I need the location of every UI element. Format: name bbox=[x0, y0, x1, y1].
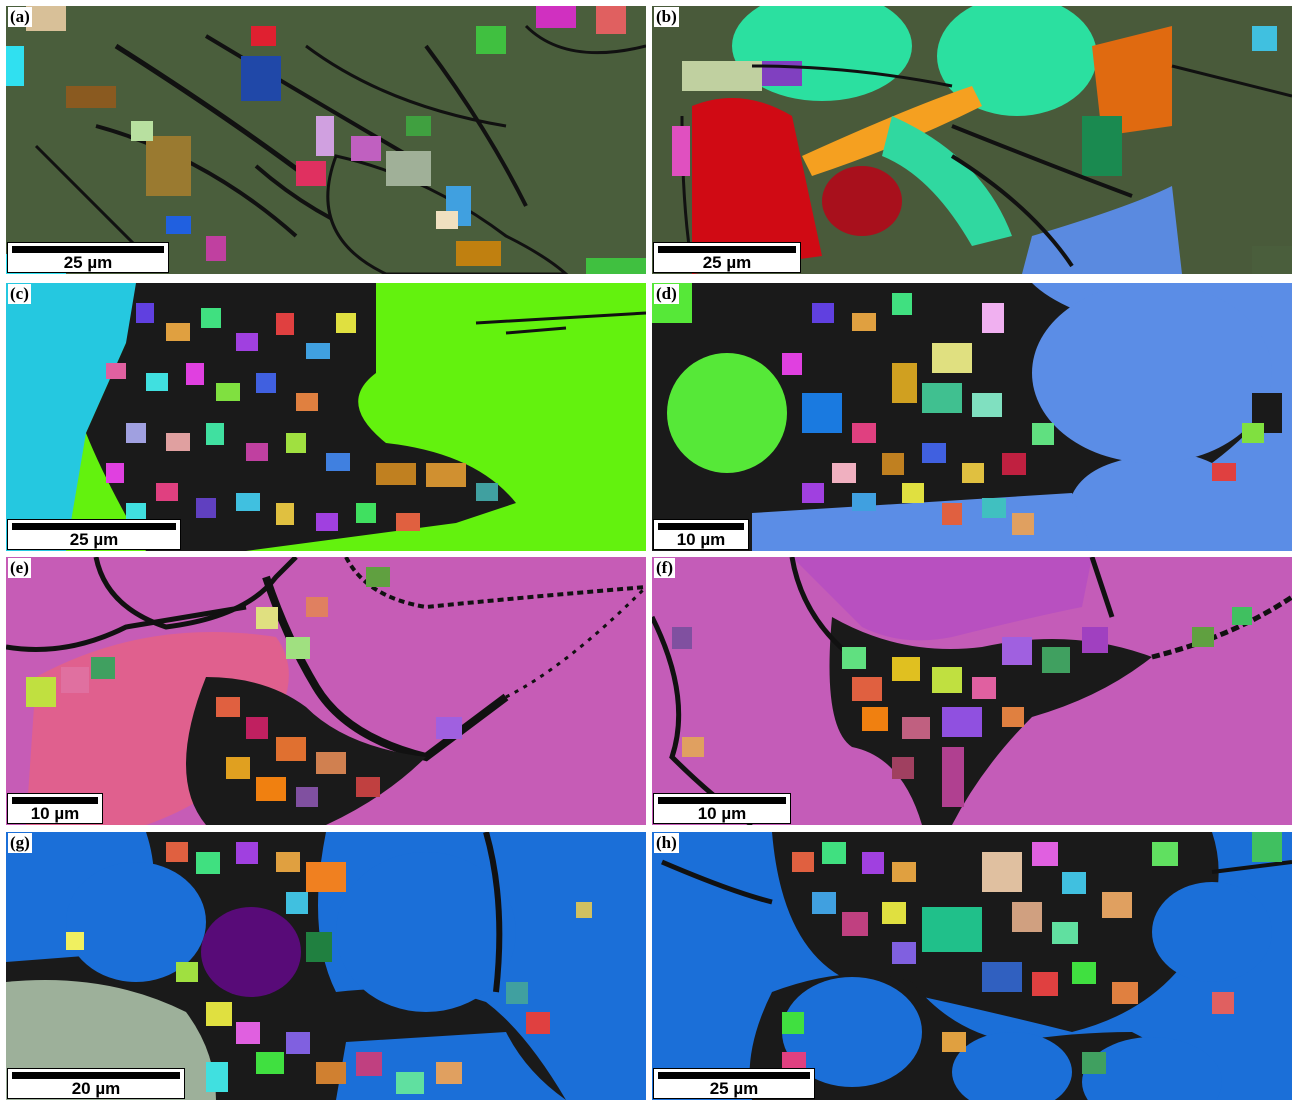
scale-bar-line bbox=[12, 797, 98, 804]
ebsd-map-h bbox=[652, 832, 1292, 1100]
scale-bar-line bbox=[12, 1072, 180, 1079]
scale-bar-line bbox=[12, 523, 176, 530]
panel-label: (d) bbox=[654, 284, 679, 304]
panel-h: (h) 25 µm bbox=[652, 832, 1292, 1100]
scale-bar-line bbox=[12, 246, 164, 253]
panel-e: (e) 10 µm bbox=[6, 557, 646, 825]
scale-bar-label: 25 µm bbox=[702, 253, 752, 272]
scale-bar-line bbox=[658, 1072, 810, 1079]
scale-bar-label: 20 µm bbox=[71, 1079, 121, 1098]
panel-label: (a) bbox=[8, 7, 32, 27]
panel-g: (g) 20 µm bbox=[6, 832, 646, 1100]
panel-d: (d) 10 µm bbox=[652, 283, 1292, 551]
ebsd-map-g bbox=[6, 832, 646, 1100]
ebsd-map-d bbox=[652, 283, 1292, 551]
scale-bar: 25 µm bbox=[653, 1068, 815, 1099]
scale-bar-label: 10 µm bbox=[30, 804, 80, 823]
scale-bar-label: 10 µm bbox=[676, 530, 726, 549]
scale-bar: 20 µm bbox=[7, 1068, 185, 1099]
panel-b: (b) 25 µm bbox=[652, 6, 1292, 274]
scale-bar-line bbox=[658, 246, 796, 253]
scale-bar: 10 µm bbox=[7, 793, 103, 824]
panel-label: (h) bbox=[654, 833, 679, 853]
panel-c: (c) 25 µm bbox=[6, 283, 646, 551]
ebsd-map-f bbox=[652, 557, 1292, 825]
panel-label: (e) bbox=[8, 558, 31, 578]
ebsd-map-a bbox=[6, 6, 646, 274]
ebsd-map-c bbox=[6, 283, 646, 551]
panel-label: (b) bbox=[654, 7, 679, 27]
scale-bar-label: 25 µm bbox=[709, 1079, 759, 1098]
scale-bar: 25 µm bbox=[653, 242, 801, 273]
panel-label: (g) bbox=[8, 833, 32, 853]
panel-label: (f) bbox=[654, 558, 675, 578]
scale-bar-label: 25 µm bbox=[69, 530, 119, 549]
scale-bar: 25 µm bbox=[7, 519, 181, 550]
scale-bar-line bbox=[658, 797, 786, 804]
ebsd-map-b bbox=[652, 6, 1292, 274]
scale-bar-line bbox=[658, 523, 744, 530]
scale-bar: 10 µm bbox=[653, 519, 749, 550]
scale-bar-label: 10 µm bbox=[697, 804, 747, 823]
panel-label: (c) bbox=[8, 284, 31, 304]
scale-bar: 25 µm bbox=[7, 242, 169, 273]
ebsd-map-e bbox=[6, 557, 646, 825]
panel-a: (a) 25 µm bbox=[6, 6, 646, 274]
panel-f: (f) 10 µm bbox=[652, 557, 1292, 825]
scale-bar-label: 25 µm bbox=[63, 253, 113, 272]
scale-bar: 10 µm bbox=[653, 793, 791, 824]
